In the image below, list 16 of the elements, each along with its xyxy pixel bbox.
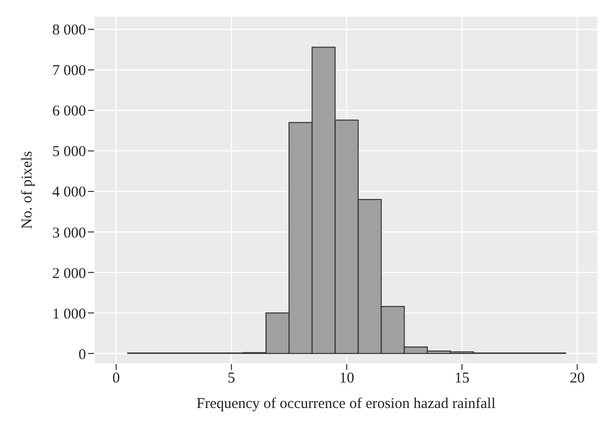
x-tick-label: 5 (228, 370, 236, 387)
y-tick-label: 4 000 (52, 184, 86, 201)
x-tick-label: 20 (570, 370, 585, 387)
y-tick-label: 7 000 (52, 63, 86, 80)
y-tick-label: 3 000 (52, 225, 86, 242)
y-tick-label: 8 000 (52, 22, 86, 39)
x-axis-title: Frequency of occurrence of erosion hazad rainfall (196, 396, 496, 412)
y-tick-label: 6 000 (52, 104, 86, 120)
y-axis-title: No. of pixels (19, 150, 36, 229)
y-tick-label: 5 000 (52, 144, 86, 160)
y-tick-label: 0 (78, 346, 86, 363)
x-tick-label: 15 (454, 370, 470, 387)
y-tick-label: 2 000 (52, 266, 86, 282)
y-tick-label: 1 000 (52, 306, 86, 322)
x-tick-label: 0 (112, 370, 120, 387)
x-tick-label: 10 (339, 370, 354, 387)
